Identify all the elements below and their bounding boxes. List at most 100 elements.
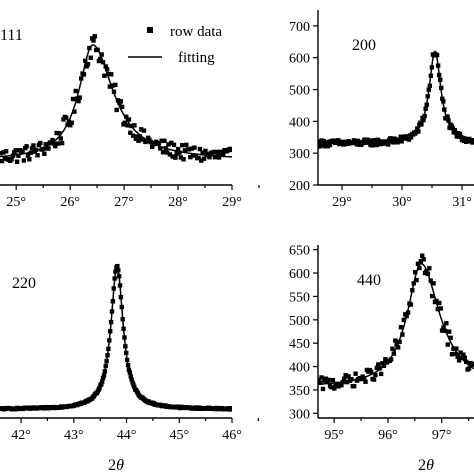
- data-point: [346, 374, 351, 379]
- data-point: [40, 146, 46, 152]
- data-point: [457, 131, 463, 137]
- data-point: [371, 377, 377, 382]
- data-point: [207, 154, 212, 160]
- legend: row data fitting: [128, 24, 222, 66]
- series-fitting: [318, 262, 474, 386]
- data-point: [334, 381, 340, 387]
- data-point: [339, 382, 344, 388]
- data-point: [344, 379, 350, 385]
- data-point: [415, 261, 421, 267]
- data-point: [441, 325, 446, 330]
- data-point: [164, 150, 170, 155]
- data-point: [200, 150, 205, 155]
- data-point: [171, 142, 177, 148]
- y-tick-label: 700: [289, 20, 310, 35]
- data-point: [173, 155, 178, 160]
- data-point: [205, 151, 211, 157]
- data-point: [81, 72, 87, 77]
- data-point: [401, 317, 406, 323]
- data-point: [104, 67, 110, 72]
- series-fitting: [318, 50, 474, 145]
- data-point: [20, 148, 25, 153]
- x-axis-label: 2θ: [108, 457, 124, 474]
- x-tick-label: 44°: [117, 428, 137, 443]
- data-point: [114, 107, 119, 113]
- data-point: [216, 155, 222, 160]
- panel-label: 440: [357, 272, 381, 289]
- data-point: [189, 146, 194, 151]
- data-point: [184, 142, 189, 148]
- data-point: [58, 136, 63, 141]
- panel-200: 29° 30° 31° 200 300 400 500 600 700 200: [289, 10, 474, 210]
- panel-220: 42° 43° 44° 45° 46° 220 2θ: [0, 263, 259, 474]
- data-point: [147, 137, 152, 143]
- series-fitting: [0, 264, 232, 410]
- data-point: [383, 357, 388, 362]
- data-point: [449, 352, 455, 357]
- y-tick-label: 600: [289, 52, 310, 67]
- data-point: [437, 300, 442, 306]
- panel-label: 200: [352, 37, 376, 54]
- data-point: [454, 346, 459, 351]
- data-point: [182, 148, 188, 153]
- data-point: [141, 128, 147, 133]
- data-point: [470, 140, 474, 145]
- data-point: [418, 259, 424, 264]
- panel-label: 111: [0, 27, 23, 44]
- data-point: [458, 350, 463, 355]
- x-tick-label: 26°: [60, 195, 80, 210]
- data-point: [321, 138, 326, 144]
- data-point: [431, 281, 436, 286]
- data-point: [445, 114, 450, 119]
- data-point: [374, 365, 380, 371]
- y-tick-label: 400: [289, 361, 310, 376]
- data-point: [92, 34, 98, 39]
- x-tick-label: 43°: [64, 428, 84, 443]
- panel-111: 25° 26° 27° 28° 29° 111 row data fitting: [0, 24, 260, 210]
- x-axis-label: 2θ: [418, 457, 434, 474]
- data-point: [323, 376, 328, 381]
- data-point: [373, 372, 378, 378]
- data-point: [329, 385, 334, 390]
- data-point: [412, 270, 418, 275]
- data-point: [103, 64, 108, 69]
- y-tick-label: 450: [289, 337, 310, 352]
- data-point: [54, 130, 59, 136]
- data-point: [390, 346, 395, 351]
- data-point: [14, 159, 20, 164]
- data-point: [212, 154, 218, 160]
- data-point: [160, 150, 166, 155]
- data-point: [197, 146, 203, 152]
- data-point: [42, 151, 47, 157]
- x-tick-label: 28°: [168, 195, 188, 210]
- data-point: [444, 321, 449, 326]
- data-point: [332, 386, 337, 391]
- data-point: [61, 117, 66, 122]
- data-point: [421, 117, 426, 123]
- data-point: [162, 138, 167, 144]
- data-point: [85, 62, 91, 67]
- data-point: [199, 158, 204, 163]
- data-point: [471, 361, 474, 367]
- data-point: [448, 335, 453, 341]
- legend-label-row-data: row data: [170, 24, 222, 40]
- data-point: [102, 73, 107, 78]
- data-point: [445, 342, 450, 347]
- y-tick-label: 200: [289, 179, 310, 194]
- data-point: [170, 154, 175, 159]
- data-point: [211, 149, 216, 155]
- data-point: [167, 152, 173, 157]
- data-point: [76, 98, 81, 104]
- data-point: [126, 117, 132, 122]
- data-point: [398, 325, 404, 330]
- data-point: [175, 146, 181, 152]
- data-point: [218, 149, 223, 155]
- data-point: [50, 137, 55, 143]
- data-point: [33, 147, 39, 153]
- data-point: [429, 293, 435, 299]
- data-point: [63, 115, 69, 120]
- data-point: [408, 302, 414, 307]
- data-point: [462, 355, 467, 360]
- data-point: [319, 375, 324, 380]
